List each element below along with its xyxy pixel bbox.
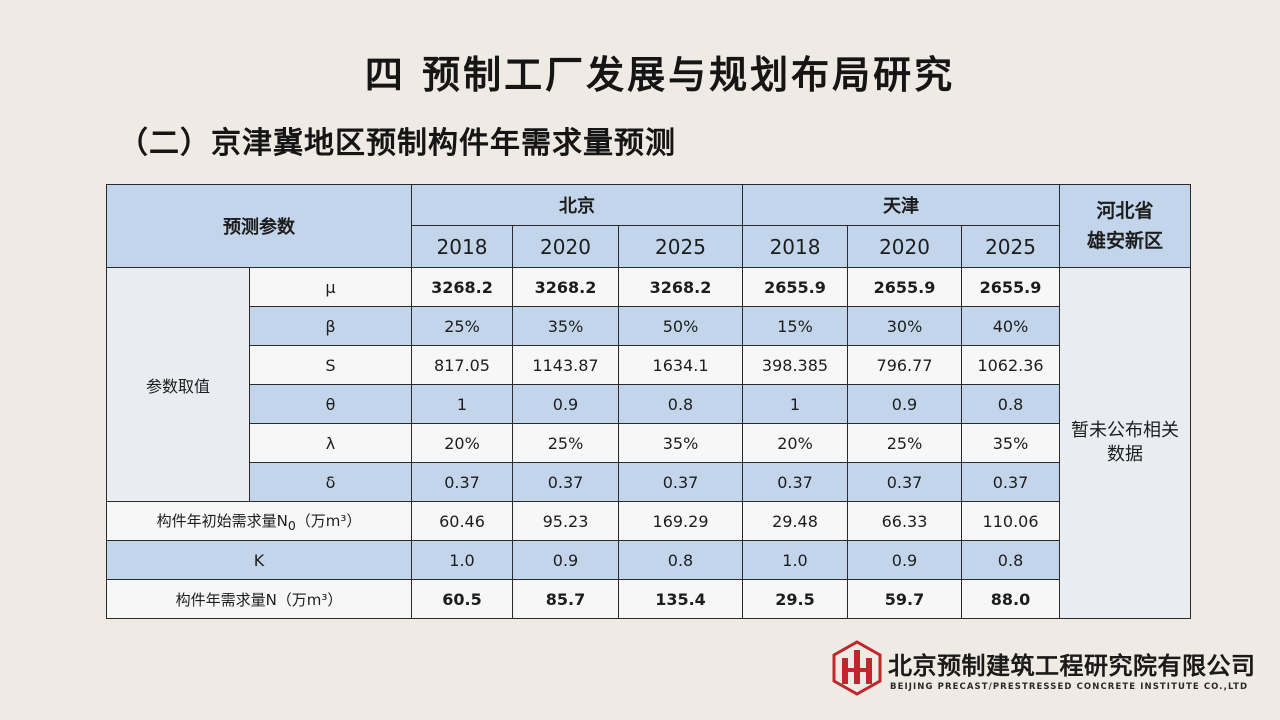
year-header: 2020: [847, 225, 963, 268]
year-header: 2018: [742, 225, 849, 268]
table-cell: 60.46: [411, 501, 513, 541]
table-row: δ 0.37 0.37 0.37 0.37 0.37 0.37: [107, 462, 1191, 502]
region-hebei-line1: 河北省: [1096, 200, 1154, 222]
table-cell: 35%: [617, 423, 744, 463]
table-cell: 135.4: [617, 579, 744, 619]
param-symbol: λ: [249, 423, 412, 463]
region-hebei: 河北省 雄安新区: [1059, 184, 1192, 268]
year-header: 2025: [961, 225, 1061, 268]
table-cell: 0.8: [617, 384, 744, 424]
table-row: θ 1 0.9 0.8 1 0.9 0.8: [107, 384, 1191, 424]
param-header: 预测参数: [106, 184, 412, 268]
group-label: 参数取值: [106, 267, 250, 502]
table-cell: 0.37: [512, 462, 619, 502]
company-logo-icon: [832, 640, 882, 696]
k-label: K: [106, 540, 412, 580]
table-row: β 25% 35% 50% 15% 30% 40%: [107, 306, 1191, 346]
n0-label-post: （万m³）: [295, 511, 362, 530]
table-cell: 1634.1: [617, 345, 744, 385]
section-subtitle: （二）京津冀地区预制构件年需求量预测: [118, 126, 676, 161]
table-cell: 20%: [411, 423, 513, 463]
table-cell: 15%: [742, 306, 849, 346]
table-row: λ 20% 25% 35% 20% 25% 35%: [107, 423, 1191, 463]
table-cell: 35%: [961, 423, 1061, 463]
hebei-note: 暂未公布相关 数据: [1059, 267, 1192, 619]
table-cell: 2655.9: [847, 267, 963, 307]
param-symbol: β: [249, 306, 412, 346]
table-cell: 0.9: [512, 384, 619, 424]
year-header: 2025: [617, 225, 744, 268]
company-name-en: BEIJING PRECAST/PRESTRESSED CONCRETE INS…: [890, 682, 1249, 692]
table-cell: 2655.9: [961, 267, 1061, 307]
table-cell: 25%: [512, 423, 619, 463]
table-cell: 29.48: [742, 501, 849, 541]
table-cell: 0.9: [847, 384, 963, 424]
table-cell: 25%: [847, 423, 963, 463]
forecast-table: 预测参数 北京 天津 河北省 雄安新区 2018 2020 2025 2018 …: [106, 184, 1192, 619]
n-label: 构件年需求量N（万m³）: [106, 579, 412, 619]
region-hebei-line2: 雄安新区: [1087, 230, 1164, 252]
table-row: K 1.0 0.9 0.8 1.0 0.9 0.8: [106, 540, 1191, 580]
table-cell: 85.7: [512, 579, 619, 619]
table-cell: 0.9: [847, 540, 963, 580]
table-cell: 59.7: [847, 579, 963, 619]
table-cell: 25%: [411, 306, 513, 346]
table-cell: 1143.87: [512, 345, 619, 385]
table-cell: 3268.2: [512, 267, 619, 307]
table-cell: 20%: [742, 423, 849, 463]
company-logo: 北京预制建筑工程研究院有限公司 BEIJING PRECAST/PRESTRES…: [832, 640, 1262, 700]
table-cell: 2655.9: [742, 267, 849, 307]
table-cell: 3268.2: [617, 267, 744, 307]
table-cell: 3268.2: [411, 267, 513, 307]
table-cell: 796.77: [847, 345, 963, 385]
table-cell: 110.06: [961, 501, 1061, 541]
param-symbol: μ: [249, 267, 412, 307]
table-cell: 40%: [961, 306, 1061, 346]
table-cell: 0.37: [847, 462, 963, 502]
year-header: 2020: [512, 225, 619, 268]
hebei-note-line2: 数据: [1107, 444, 1144, 465]
table-cell: 817.05: [411, 345, 513, 385]
table-cell: 95.23: [512, 501, 619, 541]
table-cell: 0.37: [411, 462, 513, 502]
table-cell: 1: [411, 384, 513, 424]
table-row: 构件年需求量N（万m³） 60.5 85.7 135.4 29.5 59.7 8…: [106, 579, 1191, 619]
region-beijing: 北京: [410, 184, 744, 226]
n0-label-pre: 构件年初始需求量N: [156, 511, 288, 530]
table-cell: 35%: [512, 306, 619, 346]
n0-label: 构件年初始需求量N0（万m³）: [106, 501, 412, 541]
table-cell: 29.5: [742, 579, 849, 619]
table-row: 参数取值 μ 3268.2 3268.2 3268.2 2655.9 2655.…: [106, 267, 1192, 619]
param-symbol: δ: [249, 462, 412, 502]
table-cell: 88.0: [961, 579, 1061, 619]
table-cell: 60.5: [411, 579, 513, 619]
table-cell: 50%: [617, 306, 744, 346]
table-cell: 398.385: [742, 345, 849, 385]
table-cell: 169.29: [617, 501, 744, 541]
n0-label-sub: 0: [287, 517, 296, 533]
table-cell: 0.9: [512, 540, 619, 580]
region-tianjin: 天津: [742, 184, 1061, 226]
table-cell: 0.8: [961, 384, 1061, 424]
page-title: 四 预制工厂发展与规划布局研究: [364, 53, 956, 97]
table-cell: 30%: [847, 306, 963, 346]
table-row: S 817.05 1143.87 1634.1 398.385 796.77 1…: [107, 345, 1191, 385]
company-name-cn: 北京预制建筑工程研究院有限公司: [888, 652, 1256, 680]
year-header: 2018: [411, 225, 513, 268]
param-symbol: S: [249, 345, 412, 385]
table-cell: 1.0: [411, 540, 513, 580]
table-cell: 0.37: [961, 462, 1061, 502]
table-cell: 66.33: [847, 501, 963, 541]
table-cell: 1.0: [742, 540, 849, 580]
table-cell: 0.8: [961, 540, 1061, 580]
table-cell: 1062.36: [961, 345, 1061, 385]
table-cell: 0.8: [617, 540, 744, 580]
table-row: 构件年初始需求量N0（万m³） 60.46 95.23 169.29 29.48…: [106, 501, 1191, 541]
param-symbol: θ: [249, 384, 412, 424]
table-cell: 0.37: [617, 462, 744, 502]
table-cell: 1: [742, 384, 849, 424]
table-cell: 0.37: [742, 462, 849, 502]
hebei-note-line1: 暂未公布相关: [1071, 420, 1180, 441]
